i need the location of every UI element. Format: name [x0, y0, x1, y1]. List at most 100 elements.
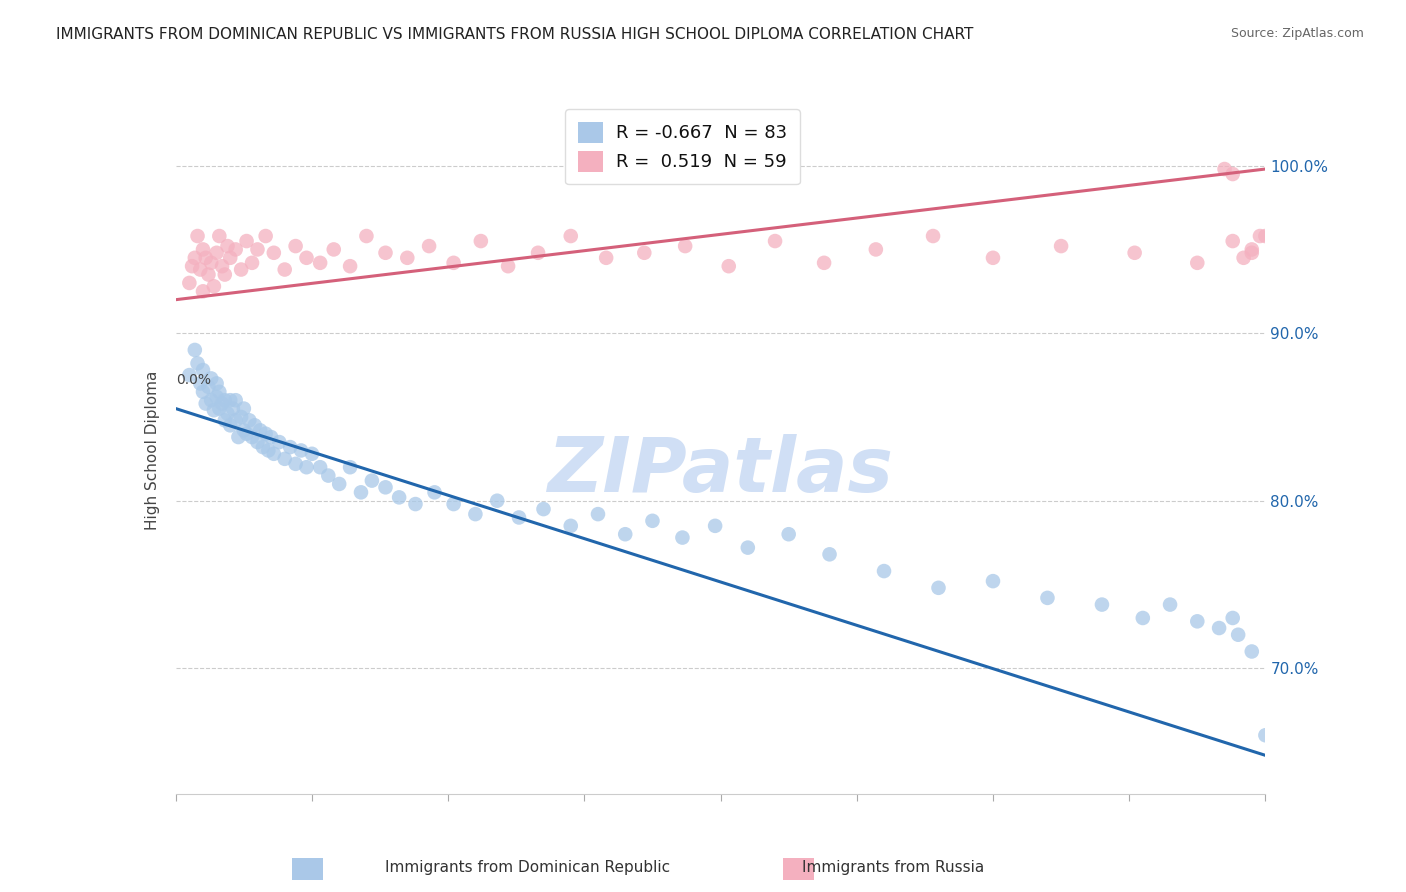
- Point: [1159, 598, 1181, 612]
- Point: [217, 239, 239, 253]
- Point: [350, 485, 373, 500]
- Point: [922, 229, 945, 244]
- Point: [1213, 161, 1236, 176]
- Point: [194, 251, 217, 265]
- Point: [1240, 243, 1263, 257]
- Point: [219, 418, 242, 433]
- Point: [191, 285, 214, 299]
- Point: [197, 380, 219, 394]
- Text: IMMIGRANTS FROM DOMINICAN REPUBLIC VS IMMIGRANTS FROM RUSSIA HIGH SCHOOL DIPLOMA: IMMIGRANTS FROM DOMINICAN REPUBLIC VS IM…: [56, 27, 973, 42]
- Point: [560, 519, 582, 533]
- Point: [186, 356, 209, 370]
- Point: [211, 396, 233, 410]
- Point: [246, 435, 269, 450]
- Point: [339, 460, 361, 475]
- Point: [191, 363, 214, 377]
- Point: [717, 259, 740, 273]
- Point: [360, 474, 382, 488]
- Point: [443, 497, 465, 511]
- Point: [418, 239, 440, 253]
- Point: [374, 480, 396, 494]
- Text: 0.0%: 0.0%: [176, 373, 211, 387]
- Point: [274, 451, 297, 466]
- Point: [179, 368, 201, 382]
- Point: [1091, 598, 1114, 612]
- Point: [260, 430, 283, 444]
- Point: [254, 426, 277, 441]
- Point: [284, 239, 307, 253]
- Point: [1187, 256, 1209, 270]
- Point: [818, 547, 841, 561]
- Point: [197, 268, 219, 282]
- Point: [249, 423, 271, 437]
- Point: [1227, 628, 1250, 642]
- Y-axis label: High School Diploma: High School Diploma: [145, 371, 160, 530]
- Point: [763, 234, 786, 248]
- Point: [284, 457, 307, 471]
- Point: [231, 262, 253, 277]
- Point: [1249, 229, 1271, 244]
- Point: [231, 409, 253, 424]
- Point: [181, 259, 204, 273]
- Point: [508, 510, 530, 524]
- Point: [1222, 234, 1244, 248]
- Point: [1208, 621, 1230, 635]
- Point: [225, 413, 247, 427]
- Point: [328, 477, 350, 491]
- Point: [1050, 239, 1073, 253]
- Point: [423, 485, 446, 500]
- Point: [533, 502, 555, 516]
- Point: [278, 440, 301, 454]
- Point: [295, 460, 318, 475]
- Point: [200, 256, 222, 270]
- Point: [322, 243, 344, 257]
- Point: [214, 413, 236, 427]
- Point: [191, 243, 214, 257]
- Point: [184, 251, 207, 265]
- Point: [673, 239, 696, 253]
- Point: [228, 430, 250, 444]
- Point: [235, 234, 257, 248]
- Point: [1254, 229, 1277, 244]
- Legend: R = -0.667  N = 83, R =  0.519  N = 59: R = -0.667 N = 83, R = 0.519 N = 59: [565, 109, 800, 185]
- Point: [191, 384, 214, 399]
- Point: [641, 514, 664, 528]
- Point: [211, 259, 233, 273]
- Point: [486, 493, 509, 508]
- Point: [1222, 611, 1244, 625]
- Point: [1036, 591, 1059, 605]
- Point: [464, 507, 486, 521]
- Point: [184, 343, 207, 357]
- Point: [443, 256, 465, 270]
- Point: [586, 507, 609, 521]
- Point: [246, 243, 269, 257]
- Point: [240, 430, 263, 444]
- Point: [274, 262, 297, 277]
- Point: [208, 401, 231, 416]
- Point: [704, 519, 727, 533]
- Point: [257, 443, 280, 458]
- Point: [202, 279, 225, 293]
- Point: [339, 259, 361, 273]
- Point: [219, 251, 242, 265]
- Point: [200, 393, 222, 408]
- Point: [252, 440, 274, 454]
- Text: Source: ZipAtlas.com: Source: ZipAtlas.com: [1230, 27, 1364, 40]
- Point: [208, 229, 231, 244]
- Point: [205, 390, 228, 404]
- Point: [405, 497, 427, 511]
- Point: [254, 229, 277, 244]
- Point: [595, 251, 617, 265]
- Point: [737, 541, 759, 555]
- Point: [671, 531, 693, 545]
- Point: [219, 393, 242, 408]
- Point: [1123, 245, 1146, 260]
- Point: [205, 376, 228, 391]
- Point: [388, 491, 411, 505]
- Point: [295, 251, 318, 265]
- Point: [214, 268, 236, 282]
- Point: [614, 527, 637, 541]
- Point: [356, 229, 378, 244]
- Point: [865, 243, 887, 257]
- Point: [813, 256, 835, 270]
